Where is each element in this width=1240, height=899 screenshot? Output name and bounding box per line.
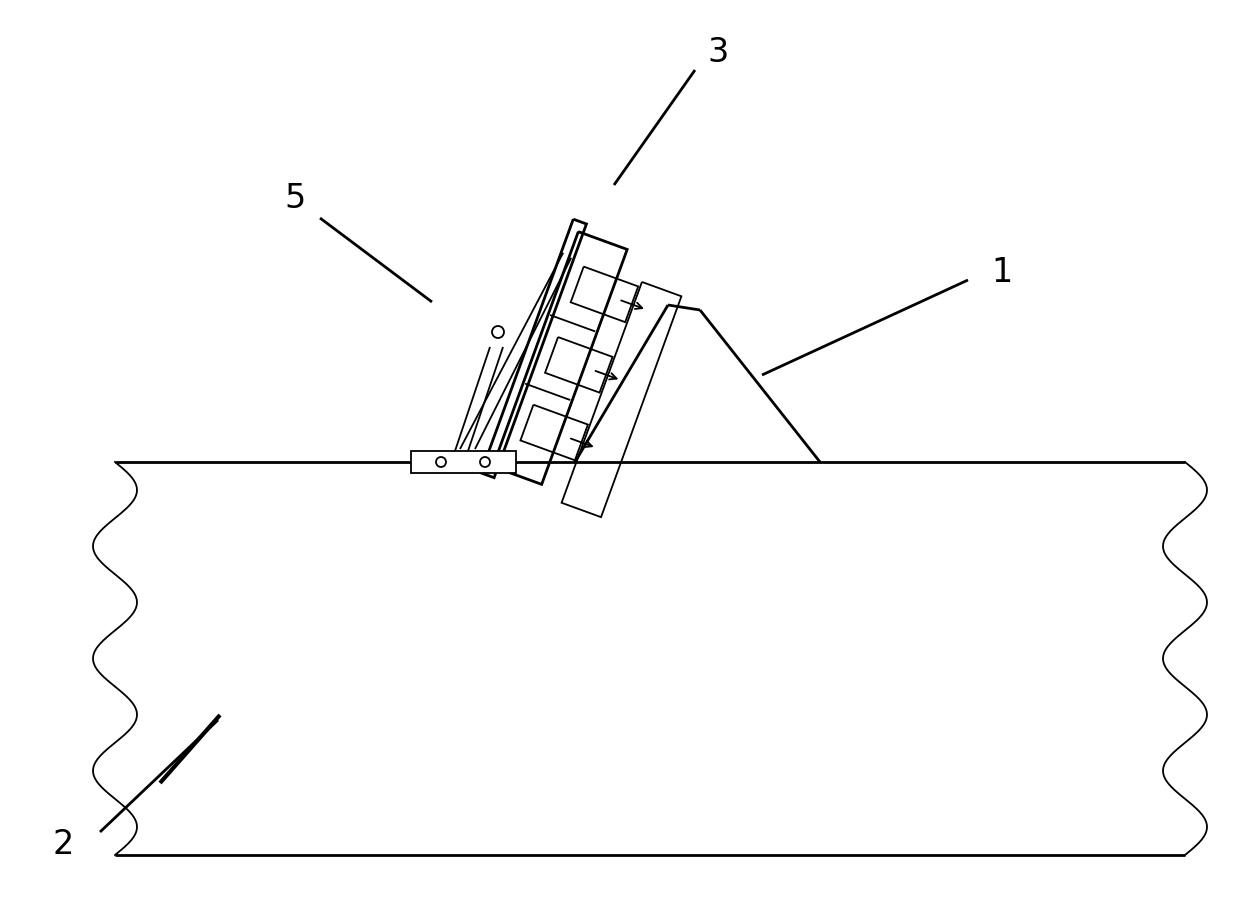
Text: 1: 1 — [991, 255, 1013, 289]
Text: 3: 3 — [707, 35, 729, 68]
Text: 2: 2 — [52, 829, 73, 861]
Bar — [410, 451, 516, 473]
Text: 5: 5 — [284, 182, 305, 215]
